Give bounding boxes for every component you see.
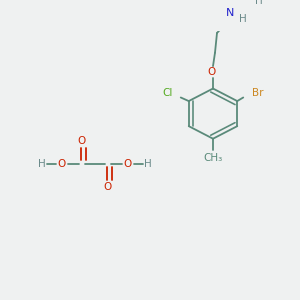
Text: O: O: [208, 67, 216, 76]
Text: Br: Br: [253, 88, 264, 98]
Text: CH₃: CH₃: [203, 153, 223, 164]
Text: O: O: [124, 159, 132, 169]
Text: O: O: [78, 136, 86, 146]
Text: O: O: [104, 182, 112, 192]
Text: H: H: [144, 159, 152, 169]
Text: H: H: [255, 0, 263, 6]
Text: O: O: [58, 159, 66, 169]
Text: H: H: [38, 159, 46, 169]
Text: H: H: [239, 14, 247, 24]
Text: Cl: Cl: [163, 88, 173, 98]
Text: N: N: [226, 8, 234, 18]
